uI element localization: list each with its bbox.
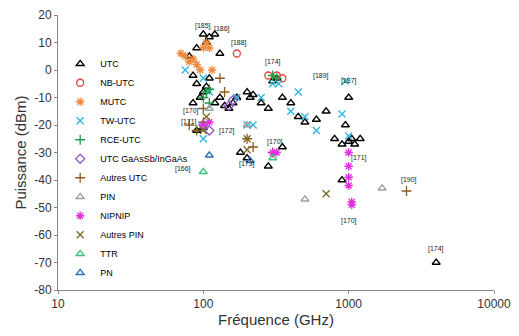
svg-text:-40: -40 — [34, 173, 52, 187]
svg-text:10: 10 — [38, 36, 52, 50]
svg-text:[171]: [171] — [351, 154, 367, 162]
svg-text:20: 20 — [38, 8, 52, 22]
svg-text:[171]: [171] — [181, 118, 197, 126]
svg-text:1000: 1000 — [335, 297, 362, 311]
svg-text:[174]: [174] — [265, 58, 281, 66]
svg-text:TTR: TTR — [100, 249, 118, 259]
svg-text:-10: -10 — [34, 91, 52, 105]
svg-text:-80: -80 — [34, 283, 52, 297]
svg-text:[190]: [190] — [401, 176, 417, 184]
svg-text:0: 0 — [45, 63, 52, 77]
svg-text:PIN: PIN — [100, 192, 115, 202]
svg-text:[166]: [166] — [175, 165, 191, 173]
svg-text:Autres PIN: Autres PIN — [100, 230, 144, 240]
svg-text:[173]: [173] — [239, 160, 255, 168]
svg-text:[174]: [174] — [428, 245, 444, 253]
svg-text:-60: -60 — [34, 228, 52, 242]
svg-text:[170]: [170] — [341, 217, 357, 225]
svg-text:NIPNIP: NIPNIP — [100, 211, 130, 221]
svg-text:-20: -20 — [34, 118, 52, 132]
svg-text:[170]: [170] — [267, 138, 283, 146]
svg-text:10: 10 — [51, 297, 65, 311]
svg-text:[187]: [187] — [341, 77, 357, 85]
svg-text:UTC GaAsSb/InGaAs: UTC GaAsSb/InGaAs — [100, 154, 188, 164]
svg-text:[189]: [189] — [313, 72, 329, 80]
svg-text:RCE-UTC: RCE-UTC — [100, 135, 141, 145]
svg-text:TW-UTC: TW-UTC — [100, 116, 136, 126]
svg-text:MUTC: MUTC — [100, 97, 126, 107]
svg-text:-50: -50 — [34, 201, 52, 215]
svg-text:Puissance (dBm): Puissance (dBm) — [12, 95, 29, 209]
svg-text:-30: -30 — [34, 146, 52, 160]
svg-text:10000: 10000 — [477, 297, 511, 311]
svg-text:Autres UTC: Autres UTC — [100, 173, 148, 183]
svg-text:UTC: UTC — [100, 59, 119, 69]
svg-text:[170]: [170] — [183, 107, 199, 115]
svg-text:[188]: [188] — [231, 39, 247, 47]
svg-text:-70: -70 — [34, 256, 52, 270]
svg-text:PN: PN — [100, 268, 113, 278]
svg-text:NB-UTC: NB-UTC — [100, 78, 134, 88]
svg-text:[185]: [185] — [195, 22, 211, 30]
svg-text:Fréquence (GHz): Fréquence (GHz) — [218, 311, 334, 328]
svg-text:[172]: [172] — [219, 127, 235, 135]
svg-text:100: 100 — [193, 297, 213, 311]
svg-text:[186]: [186] — [214, 25, 230, 33]
